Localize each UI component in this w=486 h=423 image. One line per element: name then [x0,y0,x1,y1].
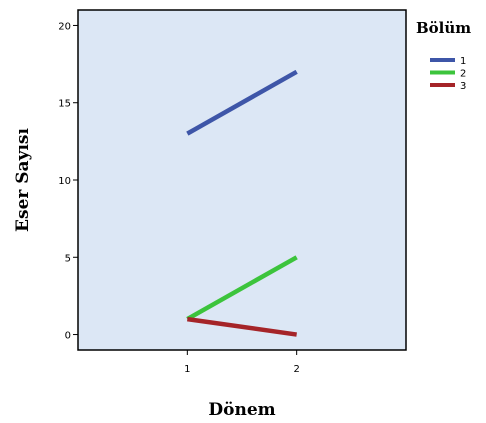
y-tick-label: 20 [58,21,71,32]
y-tick-label: 10 [58,176,71,187]
legend-label-3: 3 [460,81,466,92]
series-line-3 [187,316,297,337]
y-tick-label: 0 [65,331,71,342]
y-axis: 0 5 10 15 20 [58,21,78,342]
legend-label-2: 2 [460,69,466,80]
legend-title: Bölüm [416,19,471,37]
y-axis-title: Eser Sayısı [13,128,33,232]
series-line-1 [186,69,298,136]
y-tick-label: 15 [58,99,71,110]
plot-area [77,9,407,351]
x-tick-label: 2 [293,364,299,375]
x-tick-label: 1 [184,364,190,375]
legend-label-1: 1 [460,56,466,67]
series-line-2 [186,255,298,322]
x-axis-title: Dönem [208,400,275,420]
legend: 1 23 [430,56,466,92]
y-tick-label: 5 [65,253,71,264]
series-lines [186,69,298,337]
